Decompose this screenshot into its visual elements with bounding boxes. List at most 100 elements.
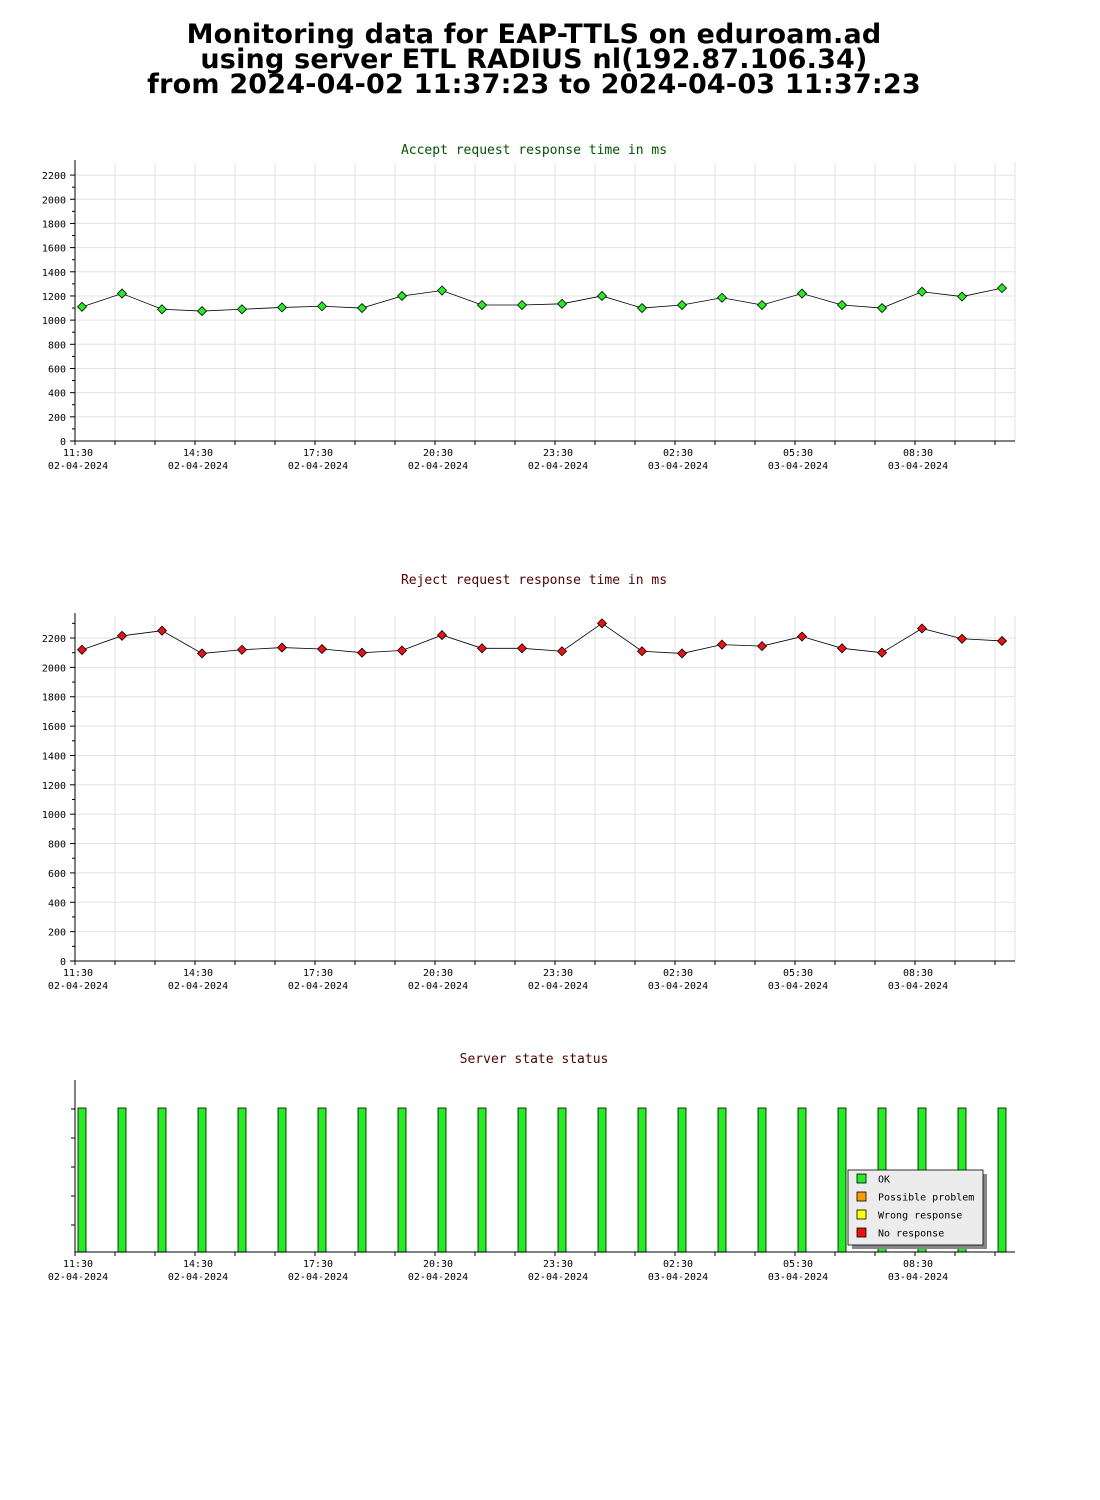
x-tick-label: 14:30 — [183, 968, 213, 979]
x-tick-label: 20:30 — [423, 1259, 453, 1270]
legend-label: Possible problem — [878, 1193, 974, 1204]
data-point — [476, 299, 488, 311]
legend-label: OK — [878, 1175, 890, 1186]
x-tick-label: 02:30 — [663, 448, 693, 459]
x-tick-date-label: 02-04-2024 — [528, 461, 588, 472]
legend-label: Wrong response — [878, 1211, 962, 1222]
x-tick-label: 11:30 — [63, 968, 93, 979]
y-tick-label: 1000 — [42, 316, 66, 327]
x-tick-date-label: 03-04-2024 — [768, 981, 828, 992]
y-tick-label: 1200 — [42, 292, 66, 303]
data-point — [396, 290, 408, 302]
x-tick-label: 05:30 — [783, 968, 813, 979]
x-tick-date-label: 03-04-2024 — [888, 981, 948, 992]
data-point — [556, 298, 568, 309]
x-tick-date-label: 02-04-2024 — [288, 981, 348, 992]
legend-swatch — [856, 1227, 867, 1238]
status-bar — [517, 1107, 527, 1253]
status-chart-title: Server state status — [460, 1052, 609, 1067]
y-tick-label: 600 — [48, 869, 66, 880]
y-tick-label: 600 — [48, 364, 66, 375]
status-bar — [317, 1107, 327, 1253]
x-tick-date-label: 02-04-2024 — [408, 981, 468, 992]
x-tick-date-label: 02-04-2024 — [168, 461, 228, 472]
x-tick-label: 02:30 — [663, 968, 693, 979]
status-bar — [437, 1107, 447, 1253]
data-point — [236, 304, 248, 315]
legend-box — [847, 1169, 984, 1246]
status-bar — [77, 1107, 87, 1253]
status-bar — [237, 1107, 247, 1253]
data-point — [356, 302, 368, 314]
x-tick-date-label: 02-04-2024 — [288, 1272, 348, 1283]
data-point — [676, 299, 688, 311]
data-point — [516, 643, 528, 654]
data-point — [996, 635, 1008, 647]
data-point — [836, 299, 848, 311]
x-tick-date-label: 02-04-2024 — [168, 1272, 228, 1283]
data-point — [636, 646, 648, 657]
x-tick-date-label: 03-04-2024 — [768, 461, 828, 472]
x-tick-label: 17:30 — [303, 448, 333, 459]
x-tick-label: 11:30 — [63, 448, 93, 459]
x-tick-date-label: 03-04-2024 — [648, 1272, 708, 1283]
data-point — [236, 644, 248, 655]
data-point — [636, 302, 648, 314]
x-tick-date-label: 03-04-2024 — [888, 1272, 948, 1283]
x-tick-date-label: 02-04-2024 — [408, 1272, 468, 1283]
data-point — [276, 642, 288, 653]
data-point — [716, 292, 728, 303]
page-title: Monitoring data for EAP-TTLS on eduroam.… — [0, 19, 1068, 98]
x-tick-date-label: 03-04-2024 — [768, 1272, 828, 1283]
y-tick-label: 800 — [48, 340, 66, 351]
x-tick-label: 20:30 — [423, 448, 453, 459]
status-chart: Server state status 11:30 02-04-2024 14:30 0… — [48, 1052, 1015, 1283]
data-point — [996, 283, 1008, 294]
legend-swatch — [856, 1173, 867, 1184]
y-tick-label: 400 — [48, 898, 66, 909]
legend-swatch — [856, 1191, 867, 1202]
data-point — [436, 630, 448, 641]
data-point — [916, 623, 928, 634]
y-tick-label: 1200 — [42, 781, 66, 792]
y-tick-label: 1800 — [42, 693, 66, 704]
y-tick-label: 1800 — [42, 219, 66, 230]
x-tick-label: 05:30 — [783, 448, 813, 459]
y-tick-label: 0 — [60, 957, 66, 968]
x-tick-label: 11:30 — [63, 1259, 93, 1270]
y-tick-label: 1400 — [42, 268, 66, 279]
status-bar — [357, 1107, 367, 1253]
data-point — [836, 643, 848, 654]
x-tick-date-label: 02-04-2024 — [528, 1272, 588, 1283]
data-point — [756, 641, 768, 652]
legend-label: No response — [878, 1229, 944, 1240]
accept-chart: Accept request response time in ms 0 200 40… — [42, 143, 1016, 472]
status-bar — [557, 1107, 567, 1253]
data-point — [196, 305, 208, 317]
data-point — [76, 644, 88, 655]
x-tick-label: 02:30 — [663, 1259, 693, 1270]
status-bar — [677, 1107, 687, 1253]
data-point — [196, 648, 208, 659]
status-bar — [997, 1107, 1007, 1253]
x-tick-label: 17:30 — [303, 1259, 333, 1270]
y-tick-label: 1000 — [42, 810, 66, 821]
x-tick-date-label: 03-04-2024 — [648, 981, 708, 992]
data-point — [916, 286, 928, 297]
status-bar — [597, 1107, 607, 1253]
status-bar — [837, 1107, 847, 1253]
y-tick-label: 2200 — [42, 171, 66, 182]
legend-swatch — [856, 1209, 867, 1220]
reject-chart-title: Reject request response time in ms — [401, 573, 667, 588]
data-point — [316, 643, 328, 655]
data-point — [516, 299, 528, 311]
x-tick-label: 08:30 — [903, 1259, 933, 1270]
x-tick-date-label: 02-04-2024 — [408, 461, 468, 472]
y-tick-label: 800 — [48, 840, 66, 851]
x-tick-date-label: 02-04-2024 — [528, 981, 588, 992]
data-point — [156, 304, 168, 315]
page-title-line-1: Monitoring data for EAP-TTLS on eduroam.… — [186, 19, 882, 50]
y-tick-label: 200 — [48, 928, 66, 939]
x-tick-date-label: 03-04-2024 — [648, 461, 708, 472]
